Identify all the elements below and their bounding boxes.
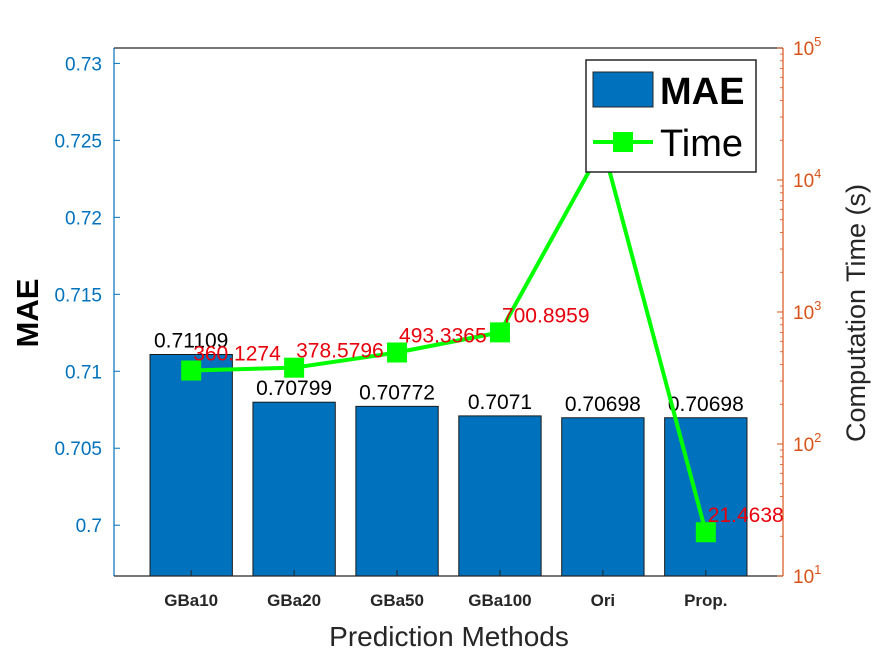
y-tick-label-right: 101 [793,562,821,588]
time-value-label: 378.5796 [296,340,384,363]
time-marker [181,360,202,381]
time-series-line [191,144,708,533]
x-tick-label: GBa20 [267,591,321,610]
time-labels: 360.1274 378.5796 493.3365 700.8959 21.4638 [193,304,784,527]
y-tick-label-left: 0.72 [65,208,102,229]
mae-bar [355,405,439,577]
axes: 0.70.7050.710.7150.720.7250.731011021031… [54,34,821,610]
x-tick-label: GBa10 [164,591,218,610]
x-tick-label: Prop. [684,591,727,610]
time-value-label: 360.1274 [193,343,281,366]
legend-swatch-mae [592,71,654,108]
y-tick-label-left: 0.705 [54,439,102,460]
mae-value-label: 0.70799 [256,377,332,400]
y-tick-label-left: 0.73 [65,54,102,75]
time-marker [695,522,716,543]
legend-label-mae: MAE [660,71,744,113]
time-value-label: 21.4638 [708,504,784,527]
x-tick-label: Ori [591,591,616,610]
y-tick-label-left: 0.71 [65,362,102,383]
time-marker [489,322,510,343]
mae-bar [664,417,748,577]
time-value-label: 493.3365 [399,325,487,348]
y-axis-title-left: MAE [10,279,45,348]
y-tick-label-left: 0.715 [54,285,102,306]
mae-bar [252,401,336,577]
legend: MAE Time [585,59,757,173]
y-tick-label-right: 105 [793,34,821,60]
mae-value-label: 0.70698 [668,393,744,416]
mae-value-label: 0.7071 [468,391,532,414]
x-axis-title: Prediction Methods [329,621,569,652]
x-tick-label: GBa100 [468,591,531,610]
mae-value-label: 0.70772 [359,381,435,404]
legend-label-time: Time [660,123,743,165]
mae-value-label: 0.71109 [154,329,228,352]
y-tick-label-left: 0.7 [76,516,102,537]
mae-value-label: 0.70698 [565,393,641,416]
time-value-label: 700.8959 [502,304,590,327]
mae-bar [149,353,233,577]
y-axis-title-right: Computation Time (s) [841,184,871,442]
time-marker [387,342,408,363]
x-tick-label: GBa50 [370,591,424,610]
mae-bar [458,415,542,577]
mae-bar [561,417,645,577]
y-tick-label-left: 0.725 [54,131,102,152]
mae-bars [149,353,748,577]
legend-marker-time [613,132,633,152]
mae-bar-labels: 0.71109 0.70799 0.70772 0.7071 0.70698 0.7069… [154,329,744,415]
time-marker [284,357,305,378]
